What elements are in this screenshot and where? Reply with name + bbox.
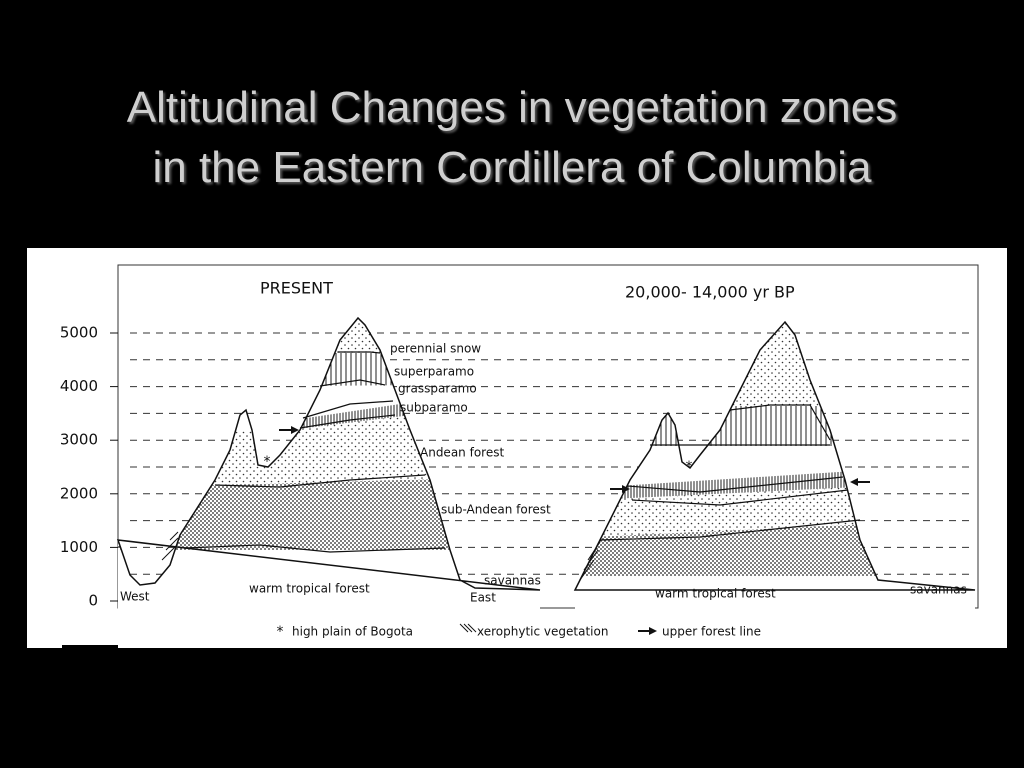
glacial-boundaries: [599, 404, 861, 541]
zone-label: Andean forest: [420, 446, 504, 460]
altitude-label: 0: [88, 592, 98, 610]
direction-label: East: [470, 591, 496, 605]
altitude-label: 1000: [60, 538, 98, 556]
altitude-label: 2000: [60, 484, 98, 502]
zone-label: grassparamo: [398, 382, 477, 396]
zone-label: savannas: [910, 583, 967, 597]
zone-label: perennial snow: [390, 342, 481, 356]
zone-label: savannas: [484, 574, 541, 588]
present-boundaries: [184, 351, 446, 553]
marker: *: [277, 624, 284, 640]
title-line: in the Eastern Cordillera of Columbia: [152, 143, 872, 192]
legend-entry: high plain of Bogota: [292, 625, 413, 639]
bogota-marks: * * *: [264, 454, 693, 640]
altitude-axis: 0 1000 2000 3000 4000 5000: [60, 324, 118, 610]
xerophytic-marks: [161, 531, 601, 633]
panel-heading: 20,000- 14,000 yr BP: [625, 283, 795, 302]
altitude-label: 3000: [60, 431, 98, 449]
panel-heading: PRESENT: [260, 279, 333, 298]
title: Altitudinal Changes in vegetation zones …: [0, 78, 1024, 198]
decoration: [62, 645, 118, 648]
altitude-guides: [130, 332, 970, 575]
legend-entry: xerophytic vegetation: [477, 625, 608, 639]
frame: [117, 264, 979, 609]
zone-label: subparamo: [400, 401, 468, 415]
altitude-label: 5000: [60, 324, 98, 342]
title-line: Altitudinal Changes in vegetation zones: [126, 83, 898, 132]
legend-entry: upper forest line: [662, 625, 761, 639]
zone-label: sub-Andean forest: [441, 503, 551, 517]
altitude-label: 4000: [60, 377, 98, 395]
present-outline: [116, 316, 541, 591]
arrows: [279, 426, 870, 635]
marker: *: [686, 459, 693, 475]
zone-label: warm tropical forest: [249, 582, 370, 596]
direction-label: West: [120, 590, 150, 604]
zone-label: superparamo: [394, 365, 474, 379]
zone-label: warm tropical forest: [655, 587, 776, 601]
marker: *: [264, 454, 271, 470]
